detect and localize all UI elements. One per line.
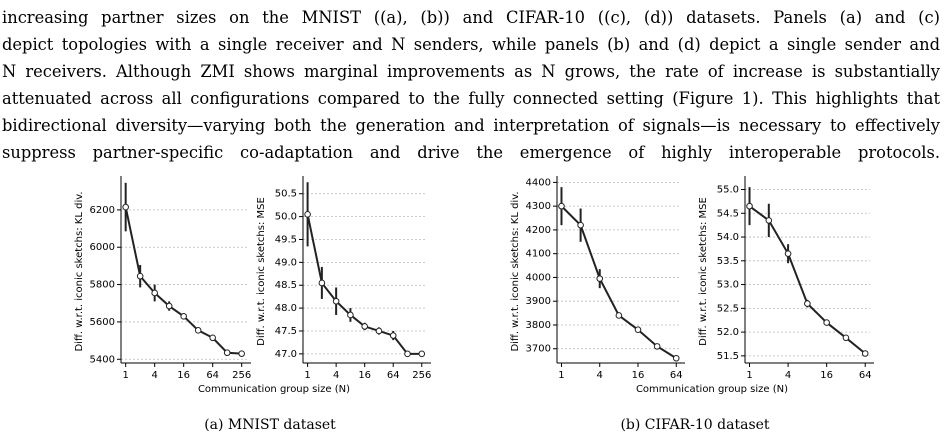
y-tick-label: 49.5: [275, 234, 297, 245]
point: [389, 332, 397, 339]
point: [332, 297, 340, 305]
y-tick-label: 50.5: [275, 189, 297, 200]
point: [361, 323, 368, 330]
y-tick-label: 4200: [526, 225, 551, 236]
point: [165, 302, 173, 310]
point: [347, 311, 354, 319]
point: [238, 350, 245, 357]
y-tick-label: 4000: [526, 272, 551, 283]
y-tick-label: 48.5: [275, 280, 297, 291]
caption: (a) MNIST dataset: [204, 417, 336, 433]
x-tick-label: 4: [151, 370, 157, 381]
point: [180, 313, 187, 320]
x-tick-label: 4: [597, 370, 603, 381]
y-tick-label: 4300: [526, 201, 551, 212]
x-tick-label: 1: [122, 370, 128, 381]
y-tick-label: 51.5: [717, 351, 739, 362]
x-tick-label: 1: [746, 370, 752, 381]
line: [124, 206, 242, 355]
x-tick-label: 4: [785, 370, 791, 381]
x-tick-label: 1: [304, 370, 310, 381]
x-axis-label: Communication group size (N): [636, 384, 788, 395]
point: [634, 326, 642, 334]
y-tick-label: 3800: [526, 320, 551, 331]
point: [596, 275, 604, 282]
x-tick-label: 64: [859, 370, 872, 381]
text-line: attenuated across all configurations com…: [2, 89, 940, 108]
y-tick-label: 54.5: [717, 208, 739, 219]
y-tick-label: 4400: [526, 177, 551, 188]
y-tick-label: 55.0: [717, 185, 739, 196]
point: [804, 300, 811, 307]
y-axis-label: Diff. w.r.t. iconic sketchs: MSE: [256, 197, 267, 346]
point: [765, 217, 773, 224]
point: [672, 354, 680, 362]
x-tick-label: 16: [820, 370, 833, 381]
text-line: bidirectional diversity—varying both the…: [2, 116, 940, 135]
point: [577, 221, 584, 229]
y-tick-label: 5800: [90, 280, 115, 291]
y-tick-label: 53.5: [717, 256, 739, 267]
y-tick-label: 47.0: [275, 349, 297, 360]
y-axis-label: Diff. w.r.t. iconic sketchs: KL div.: [510, 191, 521, 351]
y-tick-label: 49.0: [275, 257, 297, 268]
point: [151, 289, 158, 297]
x-tick-label: 64: [670, 370, 683, 381]
x-tick-label: 16: [358, 370, 371, 381]
point: [404, 350, 411, 358]
y-tick-label: 52.5: [717, 303, 739, 314]
point: [318, 279, 326, 287]
point: [842, 334, 850, 342]
x-tick-label: 1: [558, 370, 564, 381]
x-tick-label: 64: [206, 370, 219, 381]
x-axis-label: Communication group size (N): [198, 384, 350, 395]
x-tick-label: 16: [632, 370, 645, 381]
point: [861, 350, 869, 357]
x-tick-label: 64: [387, 370, 400, 381]
point: [784, 250, 792, 257]
point: [375, 327, 383, 335]
text-line: suppress partner-specific co-adaptation …: [2, 143, 940, 162]
y-tick-label: 3700: [526, 344, 551, 355]
y-axis-label: Diff. w.r.t. iconic sketchs: KL div.: [74, 191, 85, 351]
point: [653, 343, 661, 350]
y-tick-label: 53.0: [717, 280, 739, 291]
y-tick-label: 6000: [90, 242, 115, 253]
point: [823, 319, 830, 326]
point: [122, 203, 129, 211]
point: [304, 211, 311, 218]
line: [560, 205, 677, 360]
x-tick-label: 256: [232, 370, 251, 381]
text-line: depict topologies with a single receiver…: [2, 35, 940, 54]
text-line: increasing partner sizes on the MNIST ((…: [2, 8, 940, 27]
x-tick-label: 16: [177, 370, 190, 381]
y-tick-label: 48.0: [275, 303, 297, 314]
text-line: N receivers. Although ZMI shows marginal…: [2, 62, 940, 81]
x-tick-label: 256: [412, 370, 431, 381]
point: [558, 202, 565, 210]
point: [418, 350, 426, 358]
y-tick-label: 54.0: [717, 232, 739, 243]
y-tick-label: 6200: [90, 205, 115, 216]
caption: (b) CIFAR-10 dataset: [620, 417, 769, 433]
point: [209, 334, 216, 342]
y-tick-label: 5600: [90, 317, 115, 328]
line: [748, 205, 866, 355]
x-tick-label: 4: [333, 370, 339, 381]
y-axis-label: Diff. w.r.t. iconic sketchs: MSE: [698, 197, 709, 346]
y-tick-label: 47.5: [275, 326, 297, 337]
point: [615, 312, 623, 319]
y-tick-label: 4100: [526, 249, 551, 260]
y-tick-label: 5400: [90, 354, 115, 365]
point: [194, 327, 202, 334]
y-tick-label: 50.0: [275, 212, 297, 223]
point: [223, 349, 231, 357]
y-tick-label: 3900: [526, 296, 551, 307]
point: [136, 272, 144, 280]
y-tick-label: 52.0: [717, 327, 739, 338]
point: [746, 202, 753, 210]
